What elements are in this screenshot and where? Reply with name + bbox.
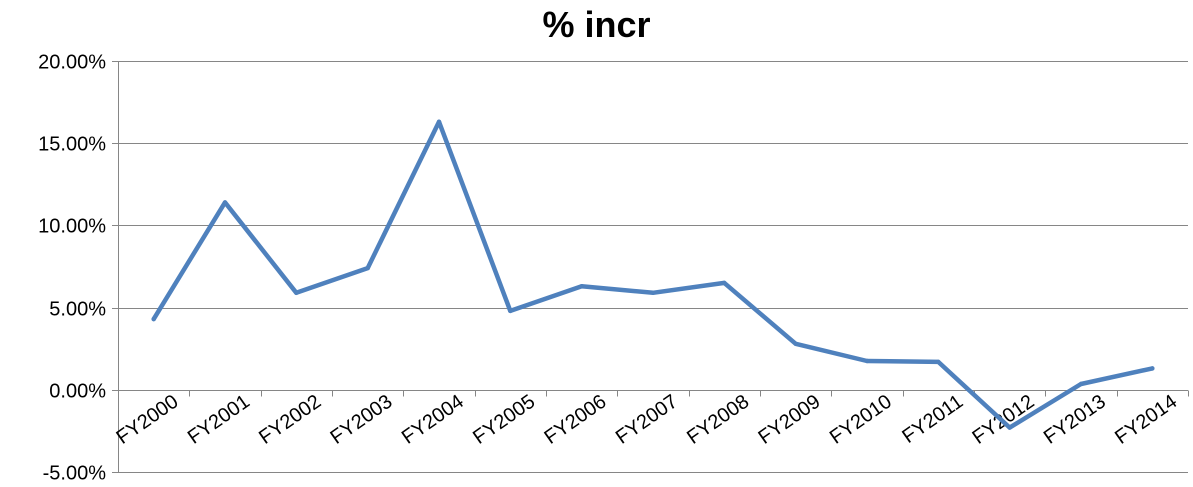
x-tick-label: FY2011: [898, 391, 967, 448]
x-tick-label: FY2000: [113, 391, 183, 449]
x-tick-label: FY2004: [398, 391, 468, 449]
x-tick-label: FY2002: [255, 391, 325, 449]
x-tick-label: FY2001: [184, 391, 254, 449]
series-lines: [151, 119, 1155, 430]
y-tick-label: 10.00%: [38, 216, 106, 238]
gridlines: [118, 61, 1188, 473]
data-point: [1078, 381, 1084, 387]
y-tick-label: 20.00%: [38, 52, 106, 74]
y-tick-label: -5.00%: [43, 463, 107, 485]
data-point: [793, 341, 798, 346]
x-tick-label: FY2006: [541, 391, 611, 449]
data-point: [151, 316, 156, 322]
y-tick-labels: -5.00% 0.00% 5.00% 10.00% 15.00% 20.00%: [38, 52, 106, 485]
axes: [112, 61, 1189, 473]
data-point: [365, 265, 370, 271]
data-point: [294, 290, 299, 295]
data-point: [722, 280, 727, 286]
data-point: [1150, 366, 1155, 371]
data-point: [864, 358, 870, 364]
x-tick-label: FY2007: [612, 391, 682, 449]
data-point: [1007, 425, 1012, 430]
data-point: [579, 284, 584, 289]
data-point: [936, 359, 941, 365]
x-tick-label: FY2003: [327, 391, 397, 449]
x-tick-label: FY2009: [755, 391, 825, 449]
x-tick-label: FY2008: [683, 391, 753, 449]
x-tick-label: FY2013: [1040, 391, 1110, 449]
y-tick-label: 0.00%: [49, 381, 106, 403]
data-point: [508, 308, 513, 314]
data-point: [650, 290, 656, 295]
data-point: [222, 200, 228, 205]
y-tick-label: 5.00%: [49, 299, 106, 321]
data-point: [436, 119, 442, 125]
y-tick-label: 15.00%: [38, 134, 106, 156]
x-tick-label: FY2010: [826, 391, 896, 449]
series-line: [151, 119, 1155, 430]
chart-title: % incr: [542, 4, 651, 45]
x-tick-label: FY2014: [1111, 391, 1181, 449]
x-tick-label: FY2005: [469, 391, 539, 449]
